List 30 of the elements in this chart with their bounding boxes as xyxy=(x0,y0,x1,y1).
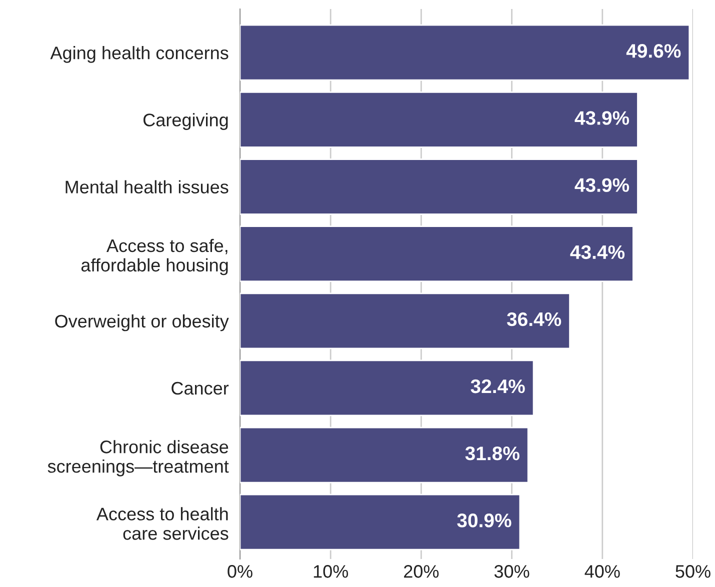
data-label: 43.9% xyxy=(574,111,630,125)
y-tick-label: Mental health issues xyxy=(66,180,228,194)
bar xyxy=(240,24,690,81)
y-tick-label: Access to safe, affordable housing xyxy=(81,238,228,276)
y-tick-label: Access to health care services xyxy=(96,507,228,540)
bar xyxy=(240,226,634,282)
data-label: 43.9% xyxy=(574,178,630,192)
data-label: 31.8% xyxy=(465,446,520,460)
bar xyxy=(240,426,529,484)
y-tick-label: Cancer xyxy=(172,382,229,395)
data-label: 30.9% xyxy=(457,514,512,528)
x-tick-label: 10% xyxy=(314,565,348,578)
bar xyxy=(240,91,638,148)
data-label: 43.4% xyxy=(570,245,625,260)
x-tick-label: 50% xyxy=(676,565,710,578)
x-tick-label: 0% xyxy=(228,565,252,578)
bar xyxy=(240,158,638,215)
data-label: 36.4% xyxy=(506,312,562,326)
bar xyxy=(240,360,534,416)
x-tick-label: 40% xyxy=(584,565,620,578)
bar xyxy=(240,292,570,350)
y-tick-label: Overweight or obesity xyxy=(55,314,229,332)
y-tick-label: Caregiving xyxy=(144,113,228,130)
data-label: 49.6% xyxy=(626,44,681,58)
x-tick-label: 30% xyxy=(494,565,530,578)
data-label: 32.4% xyxy=(470,379,525,394)
bar xyxy=(240,494,521,550)
y-tick-label: Aging health concerns xyxy=(50,46,228,63)
y-tick-label: Chronic disease screenings—treatment xyxy=(48,440,229,476)
x-tick-label: 20% xyxy=(404,565,439,578)
